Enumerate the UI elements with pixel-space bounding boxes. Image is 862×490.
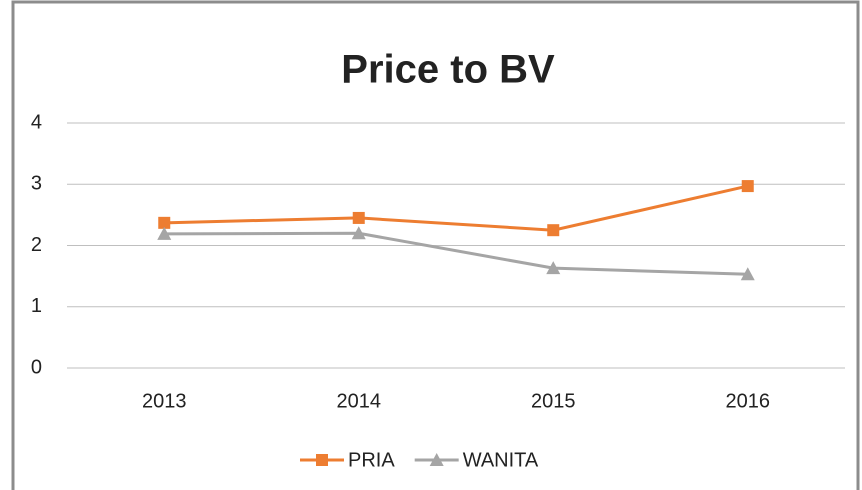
legend-marker (429, 453, 444, 466)
x-tick-label: 2015 (531, 390, 576, 412)
series-line (164, 231, 748, 276)
chart-frame (11, 0, 860, 490)
y-tick-label: 3 (31, 173, 42, 195)
marker (546, 261, 561, 275)
y-tick-label: 1 (31, 295, 42, 317)
marker (741, 180, 754, 193)
marker (158, 216, 171, 229)
x-tick-label: 2014 (337, 390, 382, 412)
marker (351, 226, 366, 240)
marker (352, 211, 365, 224)
legend-marker (316, 454, 328, 466)
legend-label: WANITA (463, 449, 539, 471)
x-tick-label: 2013 (142, 390, 187, 412)
marker (157, 226, 172, 240)
series-line (164, 184, 749, 232)
x-tick-label: 2016 (726, 390, 771, 412)
y-tick-label: 2 (31, 234, 42, 256)
chart-title: Price to BV (341, 48, 555, 92)
marker (547, 224, 560, 237)
y-tick-label: 4 (31, 111, 42, 133)
legend-label: PRIA (348, 449, 395, 471)
marker (740, 267, 755, 281)
y-tick-label: 0 (31, 356, 42, 378)
